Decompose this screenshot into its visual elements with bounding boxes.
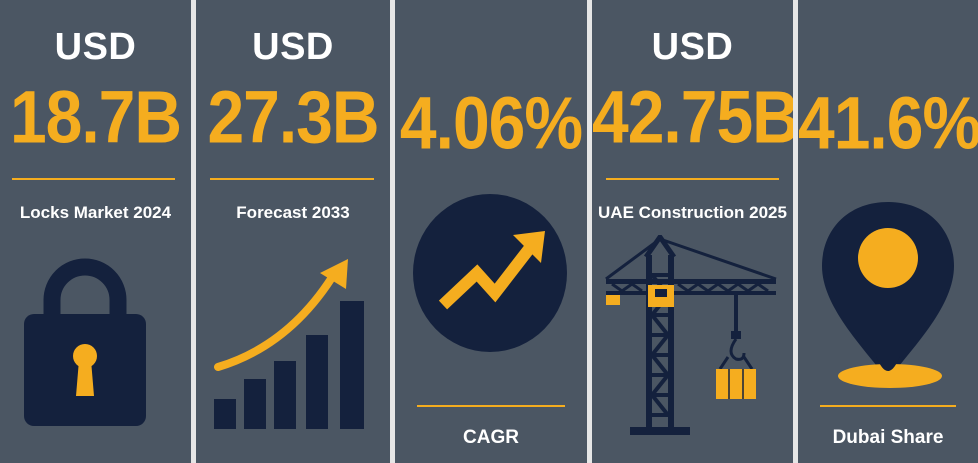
stat-label: CAGR [463,427,519,448]
stat-panel-dubai-share: 41.6% Dubai Share [798,0,978,463]
growth-bar-chart-icon [214,259,364,429]
stat-panel-locks-market: USD 18.7B Locks Market 2024 [0,0,191,463]
divider [820,405,956,407]
stat-value: 18.7B [9,75,182,158]
stat-panel-uae-construction: USD 42.75B UAE Construction 2025 [592,0,793,463]
stat-label: Locks Market 2024 [19,203,172,222]
stat-value: 42.75B [592,75,793,158]
stat-currency: USD [252,26,334,68]
stat-label: Forecast 2033 [236,203,350,222]
tower-crane-icon [605,235,777,435]
stat-currency: USD [54,26,137,68]
stat-currency: USD [651,26,734,68]
stat-label: Dubai Share [832,427,944,448]
stat-panel-forecast: USD 27.3B Forecast 2033 [196,0,390,463]
stat-value: 4.06% [399,81,583,164]
divider [12,178,175,180]
divider [417,405,565,407]
stat-value: 27.3B [207,75,379,158]
divider [606,178,779,180]
padlock-icon [24,258,146,426]
divider [210,178,374,180]
stat-value: 41.6% [798,81,978,164]
stat-panel-cagr: 4.06% CAGR [395,0,587,463]
map-pin-icon [822,202,954,388]
trend-up-arrow-icon [413,194,567,352]
stat-label: UAE Construction 2025 [598,203,787,222]
